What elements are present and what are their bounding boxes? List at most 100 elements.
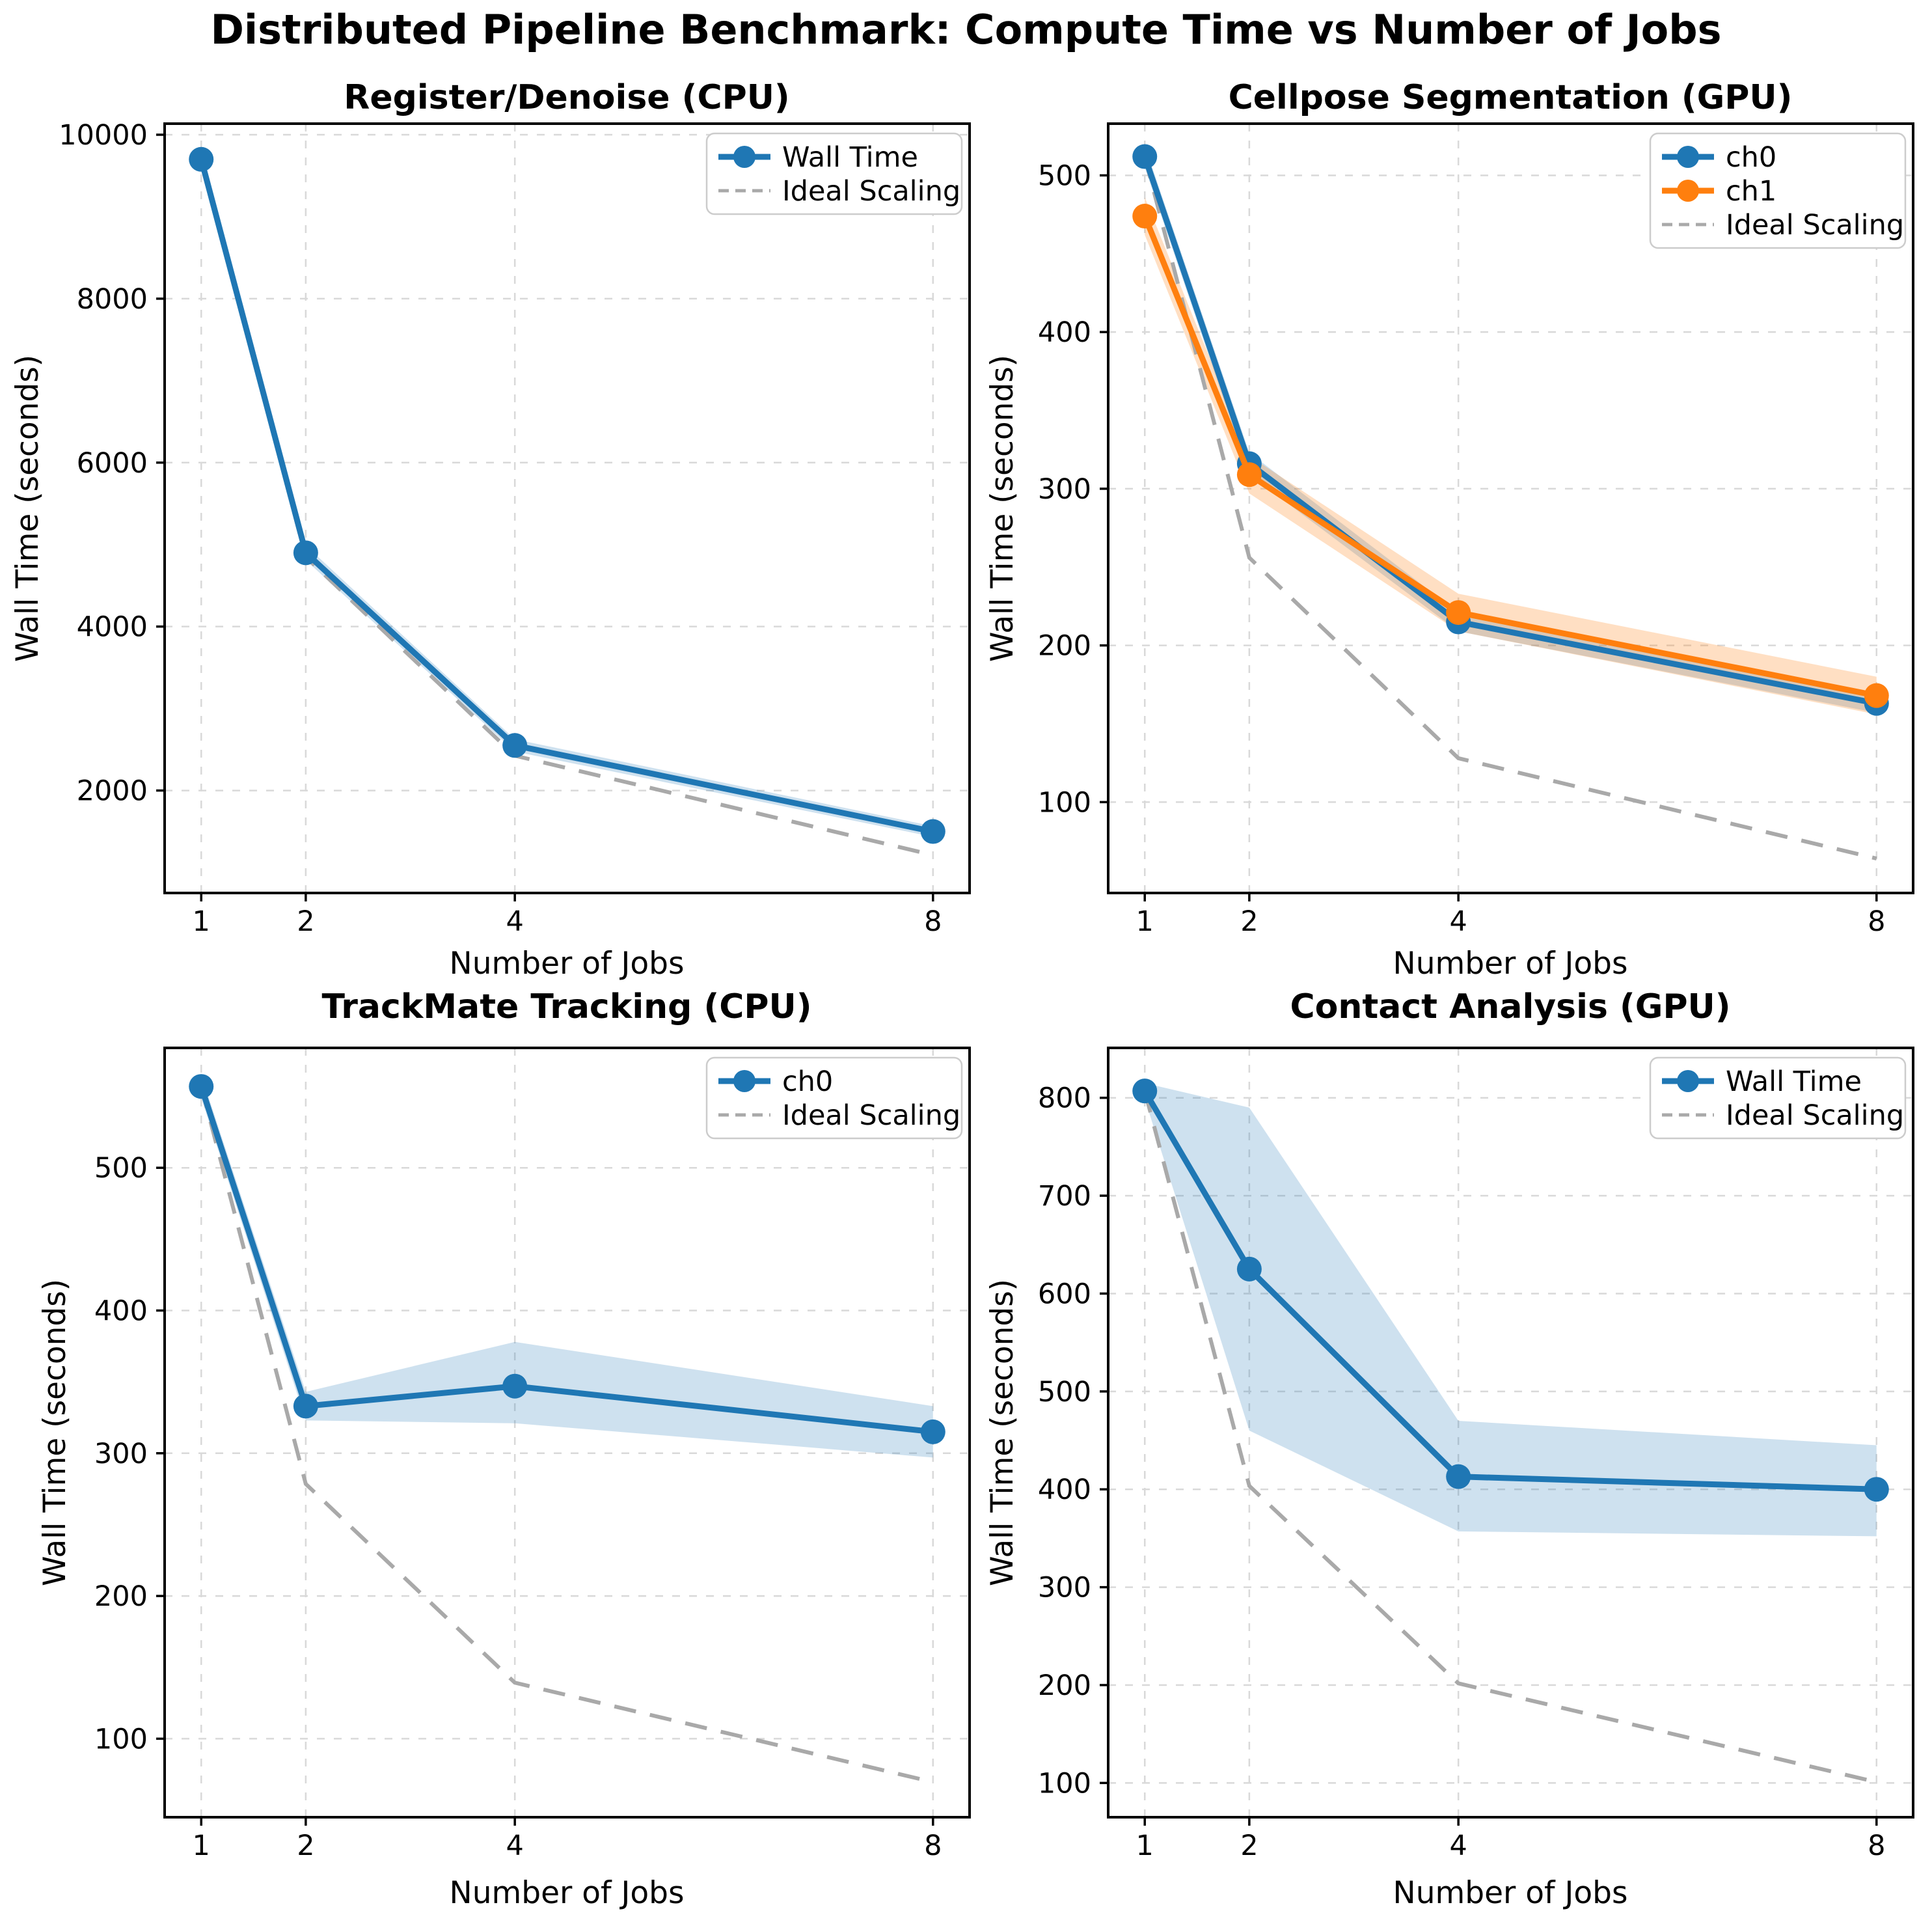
legend-marker-sample [1677, 146, 1699, 168]
x-tick-label: 8 [924, 905, 942, 938]
x-tick-label: 8 [1868, 1830, 1885, 1862]
legend-label: ch1 [1726, 175, 1776, 208]
y-tick-label: 500 [94, 1152, 148, 1185]
data-point-marker [1446, 600, 1471, 625]
y-tick-label: 500 [1038, 1376, 1091, 1408]
y-axis-label: Wall Time (seconds) [985, 355, 1020, 662]
axes-spines [163, 122, 971, 894]
data-point-marker [1236, 1256, 1262, 1282]
series-line [198, 1083, 936, 1435]
subplot-title: Cellpose Segmentation (GPU) [1229, 78, 1793, 117]
y-tick-label: 400 [1038, 1474, 1091, 1506]
y-axis-label: Wall Time (seconds) [37, 1279, 73, 1586]
y-tick-label: 8000 [77, 283, 148, 316]
data-point-marker [1236, 462, 1262, 487]
series-line [1141, 213, 1880, 699]
uncertainty-band [1145, 197, 1877, 715]
data-point-marker [189, 146, 214, 172]
legend-label: Ideal Scaling [1726, 1099, 1904, 1132]
x-tick-label: 1 [193, 1830, 210, 1862]
data-point-marker [1132, 1078, 1158, 1104]
y-tick-label: 100 [94, 1723, 148, 1755]
legend-marker-sample [733, 146, 755, 168]
y-tick-label: 200 [94, 1580, 148, 1613]
legend-marker-sample [733, 1070, 755, 1092]
y-tick-label: 800 [1038, 1082, 1091, 1115]
series-line [198, 156, 936, 835]
y-tick-label: 100 [1038, 786, 1091, 819]
x-tick-label: 4 [1449, 1830, 1467, 1862]
y-tick-label: 2000 [77, 775, 148, 808]
y-axis-label: Wall Time (seconds) [10, 355, 46, 662]
data-point-marker [189, 1074, 214, 1099]
data-point-marker [293, 1393, 318, 1419]
legend-label: Ideal Scaling [1726, 209, 1904, 241]
x-tick-label: 4 [506, 1830, 523, 1862]
legend-label: Wall Time [1726, 1065, 1862, 1098]
y-tick-label: 300 [1038, 473, 1091, 506]
figure-suptitle: Distributed Pipeline Benchmark: Compute … [210, 6, 1722, 53]
data-point-marker [293, 540, 318, 566]
y-tick-label: 4000 [77, 611, 148, 644]
series-line [1141, 1088, 1880, 1492]
subplot-title: TrackMate Tracking (CPU) [321, 987, 811, 1026]
x-tick-label: 1 [193, 905, 210, 938]
data-point-marker [502, 733, 528, 758]
legend-box [705, 132, 963, 215]
y-tick-label: 200 [1038, 1669, 1091, 1702]
legend-label: ch0 [782, 1065, 833, 1098]
x-tick-label: 2 [297, 1830, 314, 1862]
uncertainty-band [1145, 1083, 1877, 1537]
subplot-title: Contact Analysis (GPU) [1290, 987, 1730, 1026]
ideal-scaling-line [1143, 156, 1877, 860]
ideal-scaling-line [199, 159, 934, 857]
data-point-marker [1446, 1464, 1471, 1489]
uncertainty-band [201, 1075, 933, 1458]
data-point-marker [1864, 1477, 1889, 1502]
data-point-marker [920, 819, 946, 844]
data-point-marker [502, 1373, 528, 1399]
axes-spines [163, 1047, 971, 1819]
x-axis-label: Number of Jobs [450, 946, 685, 982]
y-tick-label: 700 [1038, 1180, 1091, 1213]
data-point-marker [1132, 204, 1158, 229]
axes-spines [1107, 1047, 1914, 1819]
legend-box [1649, 1056, 1907, 1140]
y-tick-label: 100 [1038, 1767, 1091, 1800]
y-tick-label: 200 [1038, 630, 1091, 663]
plot-area-register-denoise: 1 2 4 8 2000 4000 6000 8000 10000 Wall TimeIdeal … [59, 119, 971, 938]
y-tick-label: 300 [1038, 1572, 1091, 1604]
ideal-scaling-line [1143, 1090, 1877, 1784]
legend-box [705, 1056, 963, 1140]
x-tick-label: 4 [1449, 905, 1467, 938]
ideal-scaling-line [199, 1086, 934, 1784]
data-point-marker [1864, 683, 1889, 708]
x-tick-label: 2 [1240, 905, 1258, 938]
subplot-title: Register/Denoise (CPU) [344, 78, 789, 117]
y-tick-label: 6000 [77, 447, 148, 480]
x-tick-label: 8 [924, 1830, 942, 1862]
x-tick-label: 1 [1136, 905, 1154, 938]
legend-label: Wall Time [782, 141, 918, 174]
y-tick-label: 600 [1038, 1278, 1091, 1310]
y-tick-label: 400 [94, 1295, 148, 1328]
x-tick-label: 8 [1868, 905, 1885, 938]
data-point-marker [920, 1419, 946, 1444]
x-tick-label: 4 [506, 905, 523, 938]
x-tick-label: 1 [1136, 1830, 1154, 1862]
x-axis-label: Number of Jobs [1393, 1875, 1628, 1911]
legend-label: Ideal Scaling [782, 1099, 960, 1132]
legend-marker-sample [1677, 180, 1699, 202]
x-axis-label: Number of Jobs [1393, 946, 1628, 982]
x-tick-label: 2 [297, 905, 314, 938]
axes-spines [1107, 122, 1914, 894]
y-tick-label: 400 [1038, 316, 1091, 349]
y-axis-label: Wall Time (seconds) [985, 1279, 1020, 1586]
legend-label: ch0 [1726, 141, 1776, 174]
